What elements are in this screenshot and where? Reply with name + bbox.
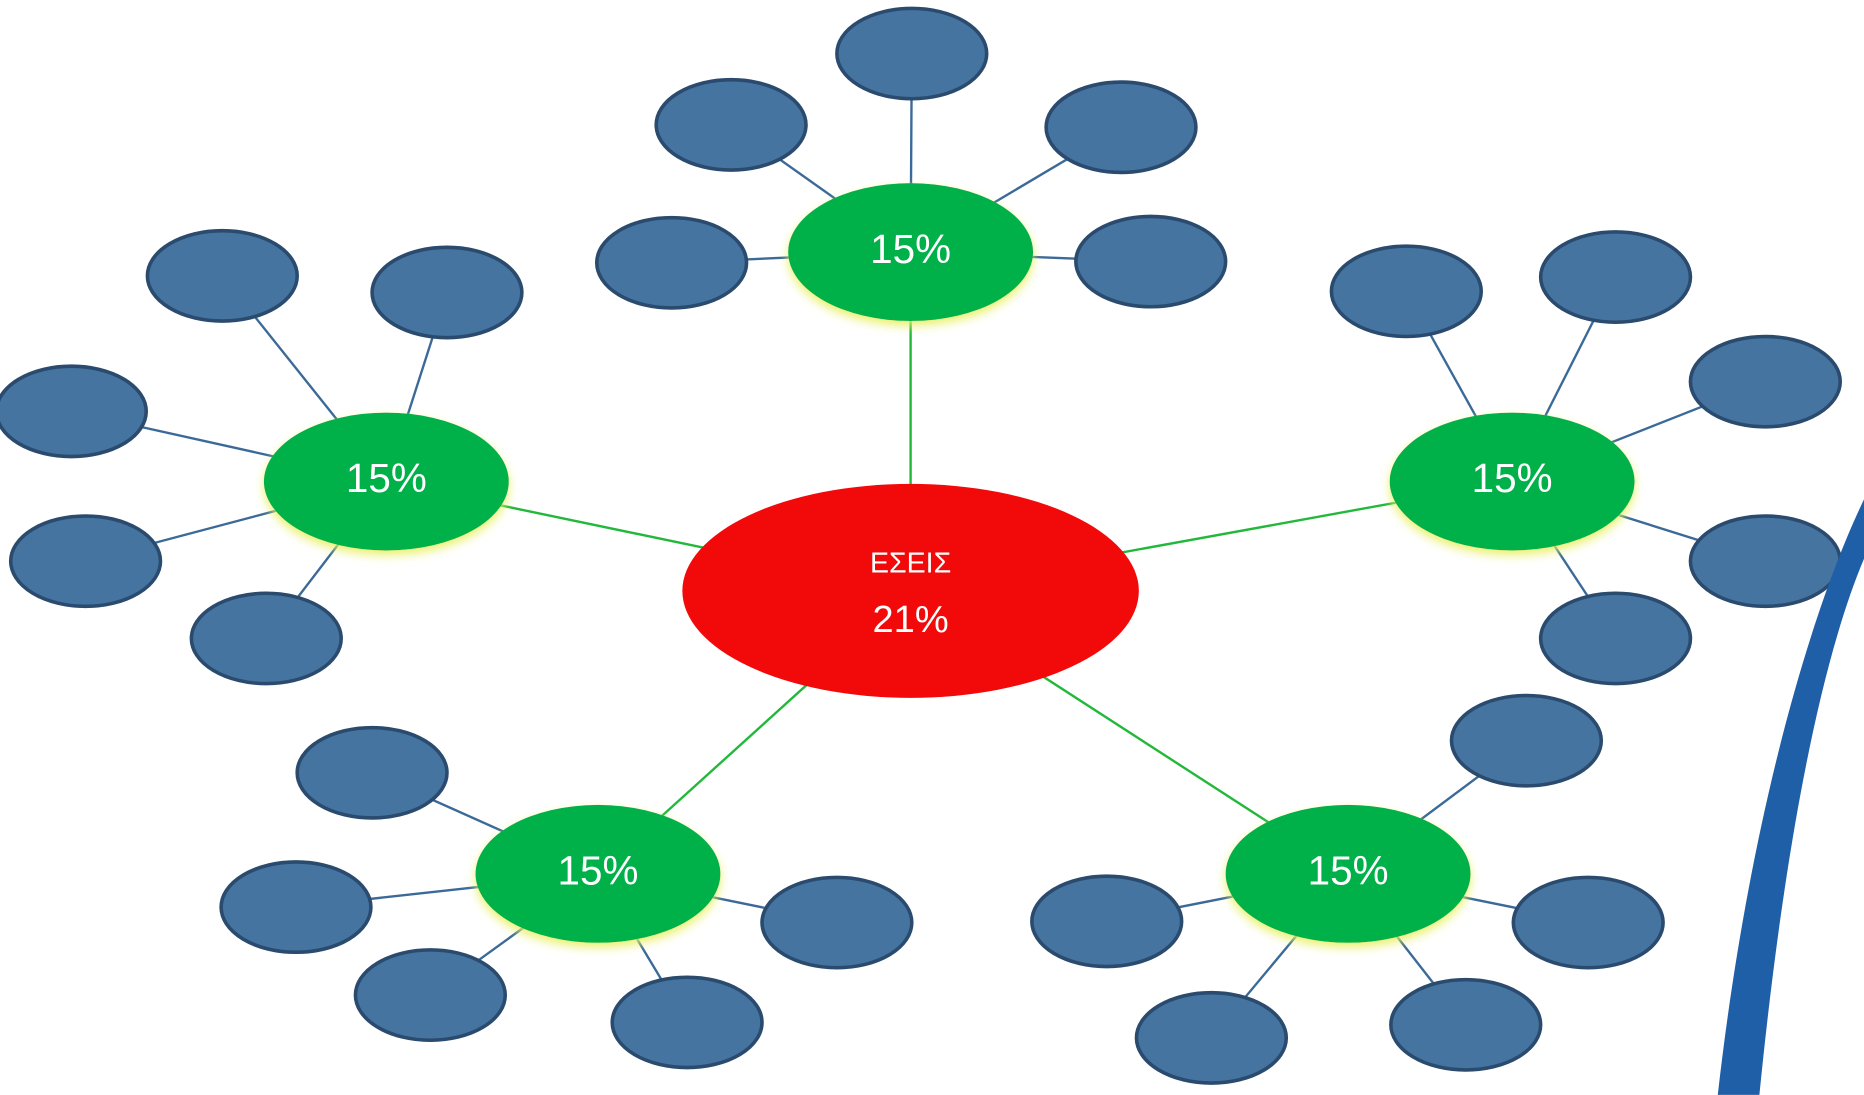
leaf-node bbox=[837, 8, 987, 98]
leaf-node bbox=[11, 516, 161, 606]
leaf-node bbox=[191, 593, 341, 683]
center-value: 21% bbox=[873, 599, 949, 641]
hub-label: 15% bbox=[558, 847, 639, 893]
leaf-node bbox=[1136, 993, 1286, 1083]
leaf-node bbox=[147, 231, 297, 321]
leaf-node bbox=[656, 80, 806, 170]
page: 15%15%15%15%15% ΕΣΕΙΣ 21% (() => { const… bbox=[0, 0, 1864, 1095]
mind-map: 15% 15% 15% 15% 15% ΕΣΕΙΣ 21% bbox=[0, 0, 1864, 1095]
leaf-node bbox=[1451, 696, 1601, 786]
leaf-node bbox=[1331, 246, 1481, 336]
leaf-node bbox=[1513, 877, 1663, 967]
hub-label: 15% bbox=[870, 226, 951, 272]
hub-label: 15% bbox=[346, 455, 427, 501]
leaf-node bbox=[1690, 336, 1840, 426]
leaf-node bbox=[297, 728, 447, 818]
leaf-node bbox=[597, 218, 747, 308]
leaf-node bbox=[1541, 232, 1691, 322]
center-node bbox=[682, 484, 1138, 698]
leaf-node bbox=[355, 950, 505, 1040]
leaf-node bbox=[612, 977, 762, 1067]
leaf-node bbox=[0, 366, 146, 456]
hub-label: 15% bbox=[1472, 455, 1553, 501]
leaf-node bbox=[1046, 82, 1196, 172]
leaf-node bbox=[372, 247, 522, 337]
leaf-node bbox=[1391, 980, 1541, 1070]
hub-label: 15% bbox=[1308, 847, 1389, 893]
center-title: ΕΣΕΙΣ bbox=[870, 547, 951, 579]
leaf-node bbox=[221, 862, 371, 952]
leaf-node bbox=[1690, 516, 1840, 606]
leaf-node bbox=[762, 877, 912, 967]
leaf-node bbox=[1032, 876, 1182, 966]
leaf-node bbox=[1541, 593, 1691, 683]
leaf-node bbox=[1076, 216, 1226, 306]
